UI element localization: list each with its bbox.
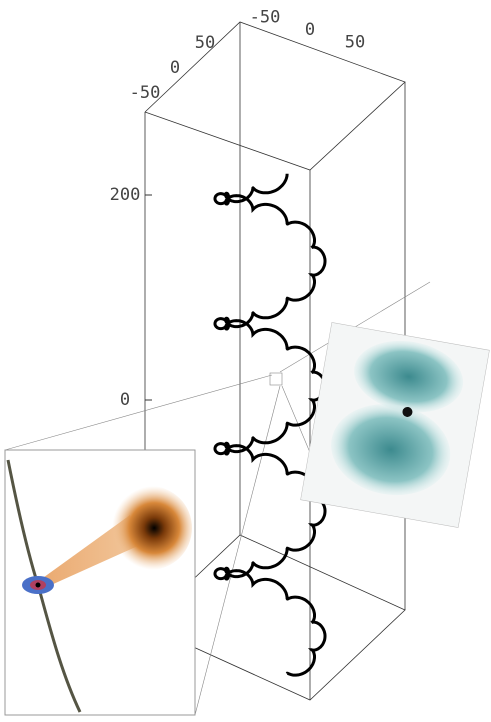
z-tick-label: 200	[110, 185, 141, 205]
x-tick-label: 50	[345, 33, 365, 53]
y-tick-label: 50	[195, 33, 215, 53]
y-tick-label: 0	[170, 58, 180, 78]
figure: -50 0 50 50 0 -50 200 0	[0, 0, 491, 718]
x-tick-label: 0	[305, 20, 315, 40]
z-tick-label: 0	[120, 390, 130, 410]
left-inset	[5, 450, 195, 715]
right-inset	[301, 322, 490, 527]
y-tick-label: -50	[130, 83, 161, 103]
x-tick-label: -50	[250, 8, 281, 28]
